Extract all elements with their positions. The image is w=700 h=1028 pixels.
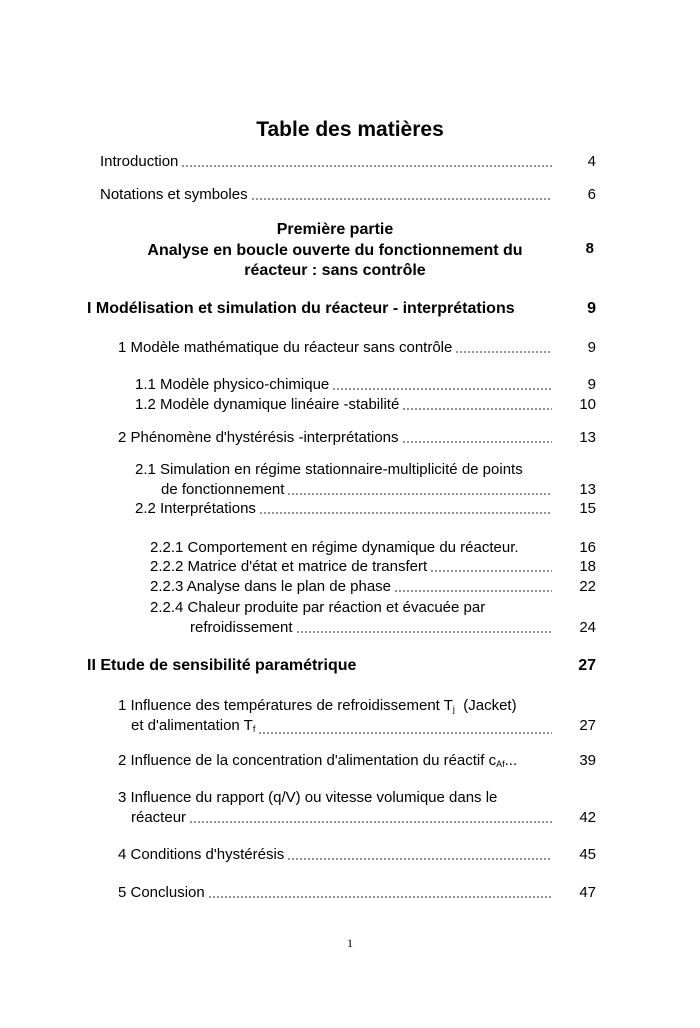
toc-entry-line1[interactable]: 2.2.4 Chaleur produite par réaction et é… [150,599,486,616]
page-title: Table des matières [256,118,444,141]
toc-entry[interactable]: réacteur 42 [131,809,596,826]
toc-entry-line1[interactable]: 1 Influence des températures de refroidi… [118,697,517,714]
toc-entry[interactable]: et d'alimentation Tf 27 [131,717,596,734]
toc-entry[interactable]: 5 Conclusion 47 [118,884,596,901]
toc-chapter-2[interactable]: II Etude de sensibilité paramétrique 27 [87,657,596,674]
toc-entry[interactable]: 2.2.3 Analyse dans le plan de phase 22 [150,578,596,595]
toc-entry[interactable]: 1.2 Modèle dynamique linéaire -stabilité… [135,396,596,413]
part-page: 8 [585,240,594,257]
toc-entry[interactable]: 2.2 Interprétations 15 [135,500,596,517]
toc-entry[interactable]: 1 Modèle mathématique du réacteur sans c… [118,339,596,356]
part-heading: Première partie Analyse en boucle ouvert… [147,221,523,279]
page-number: 1 [347,936,353,950]
toc-entry[interactable]: 1.1 Modèle physico-chimique 9 [135,376,596,393]
toc-entry-notations[interactable]: Notations et symboles 6 [100,186,596,203]
toc-entry[interactable]: 2.2.2 Matrice d'état et matrice de trans… [150,558,596,575]
toc-entry-line1[interactable]: 2.1 Simulation en régime stationnaire-mu… [135,461,523,478]
toc-entry[interactable]: 4 Conditions d'hystérésis 45 [118,846,596,863]
toc-entry[interactable]: de fonctionnement 13 [161,481,596,498]
toc-entry-introduction[interactable]: Introduction 4 [100,153,596,170]
toc-entry[interactable]: refroidissement 24 [190,619,596,636]
toc-entry[interactable]: 2.2.1 Comportement en régime dynamique d… [150,539,596,556]
toc-entry[interactable]: 2 Influence de la concentration d'alimen… [118,752,596,769]
toc-entry-line1[interactable]: 3 Influence du rapport (q/V) ou vitesse … [118,789,498,806]
toc-entry[interactable]: 2 Phénomène d'hystérésis -interprétation… [118,429,596,446]
toc-chapter-1[interactable]: I Modélisation et simulation du réacteur… [87,300,596,317]
